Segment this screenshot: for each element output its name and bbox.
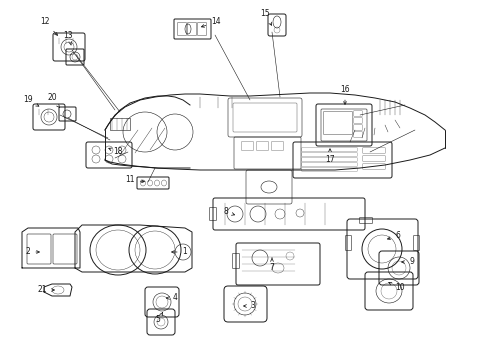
Text: 19: 19 bbox=[23, 95, 39, 106]
Text: 5: 5 bbox=[155, 312, 163, 324]
Text: 4: 4 bbox=[166, 293, 177, 302]
Text: 3: 3 bbox=[243, 302, 255, 310]
Text: 1: 1 bbox=[171, 248, 187, 256]
Text: 14: 14 bbox=[201, 18, 221, 27]
Text: 17: 17 bbox=[325, 149, 334, 165]
Text: 6: 6 bbox=[386, 231, 400, 240]
Text: 8: 8 bbox=[223, 207, 234, 216]
Text: 10: 10 bbox=[388, 282, 404, 292]
Text: 9: 9 bbox=[401, 257, 414, 266]
Text: 12: 12 bbox=[40, 18, 58, 35]
Text: 2: 2 bbox=[25, 248, 40, 256]
Bar bbox=[110, 118, 130, 130]
Text: 21: 21 bbox=[37, 285, 54, 294]
Text: 11: 11 bbox=[125, 175, 144, 184]
Text: 20: 20 bbox=[47, 94, 60, 108]
Text: 7: 7 bbox=[269, 258, 274, 273]
Text: 16: 16 bbox=[340, 85, 349, 104]
Text: 18: 18 bbox=[108, 148, 122, 157]
Text: 13: 13 bbox=[63, 31, 73, 45]
Text: 15: 15 bbox=[260, 9, 271, 25]
